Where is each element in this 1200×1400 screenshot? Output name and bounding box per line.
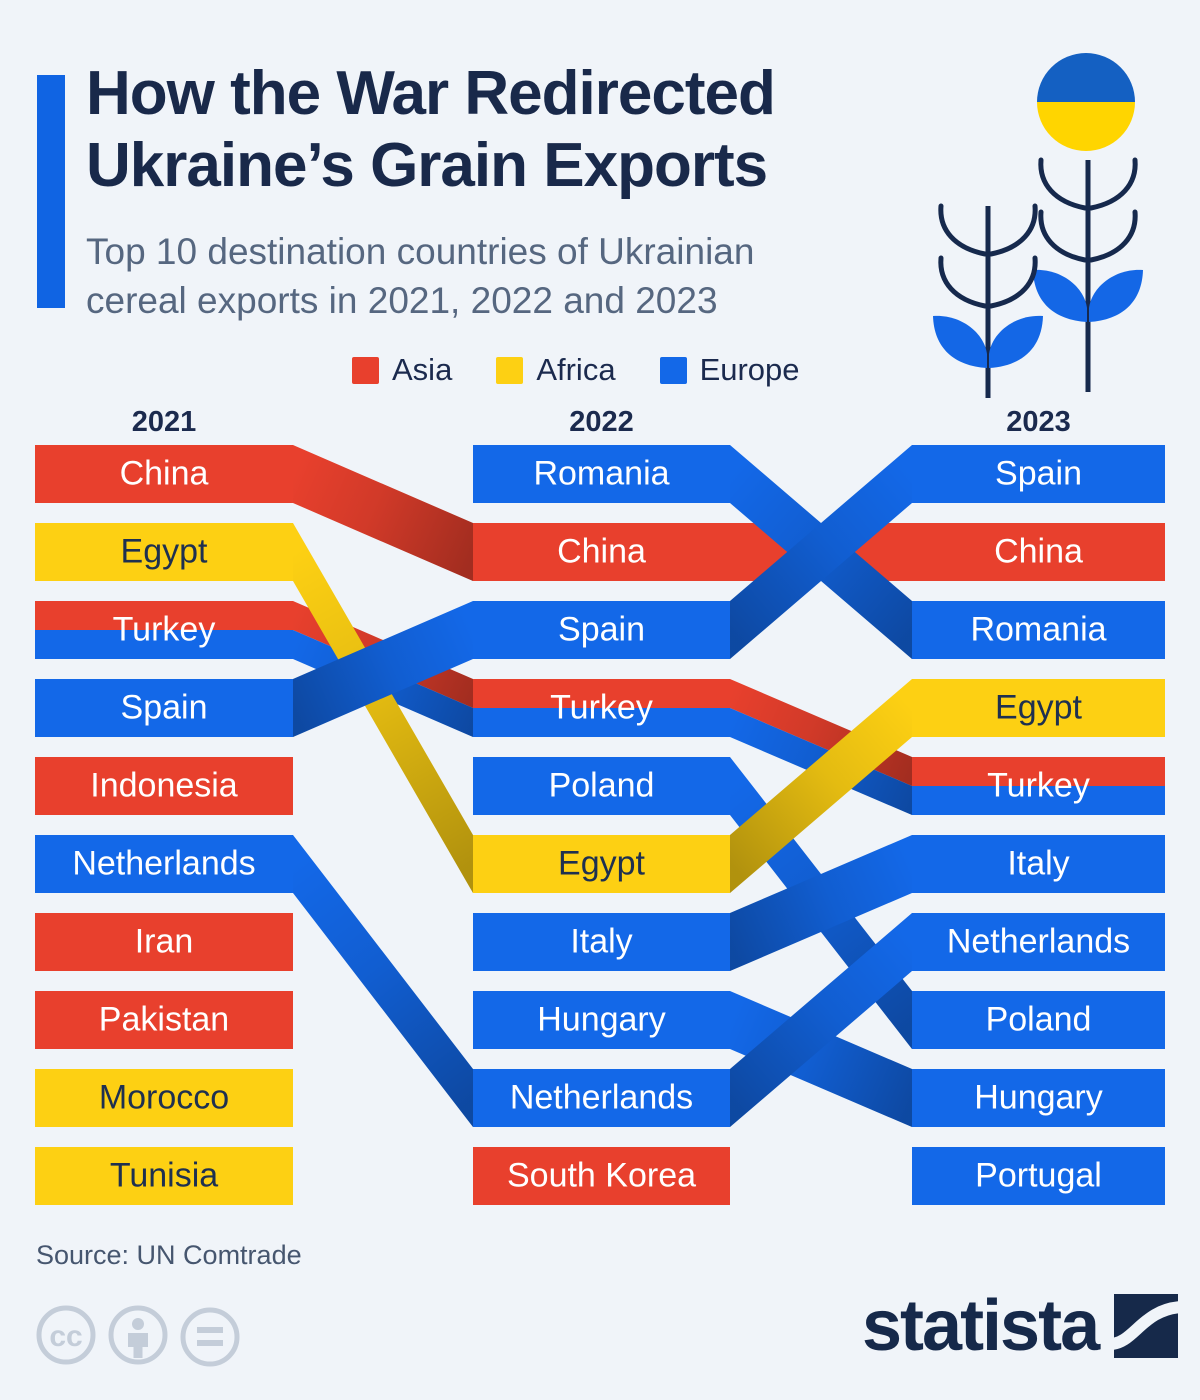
ribbon-Morocco (35, 1069, 293, 1127)
chart-legend: Asia Africa Europe (352, 352, 800, 388)
attribution-icon[interactable] (108, 1305, 168, 1365)
ribbon-shade (293, 445, 473, 581)
equals-icon[interactable] (180, 1307, 240, 1367)
ribbon-shade (730, 835, 912, 971)
subtitle-line-2: cereal exports in 2021, 2022 and 2023 (86, 279, 718, 321)
country-label-netherlands-2021: Netherlands (72, 844, 256, 883)
ribbon-South Korea (473, 1147, 730, 1205)
ribbon-Indonesia (35, 757, 293, 815)
country-label-indonesia-2021: Indonesia (90, 766, 238, 805)
page-subtitle: Top 10 destination countries of Ukrainia… (86, 228, 754, 326)
country-label-spain-2023: Spain (995, 454, 1082, 493)
country-label-portugal-2023: Portugal (975, 1156, 1102, 1195)
year-header-2022: 2022 (569, 406, 634, 438)
legend-swatch-africa (496, 356, 524, 384)
country-label-china-2022: China (557, 532, 646, 571)
statista-logo-mark (1114, 1294, 1179, 1358)
legend-item-asia: Asia (352, 352, 452, 388)
country-label-romania-2022: Romania (533, 454, 670, 493)
country-label-netherlands-2022: Netherlands (509, 1078, 694, 1117)
country-label-egypt-2023: Egypt (995, 688, 1082, 727)
ribbon-Turkey-asia (35, 601, 1165, 786)
country-label-egypt-2021: Egypt (120, 532, 208, 571)
country-label-romania-2023: Romania (970, 610, 1107, 649)
source-text: Source: UN Comtrade (36, 1240, 302, 1270)
country-label-hungary-2023: Hungary (974, 1078, 1103, 1117)
title-line-2: Ukraine’s Grain Exports (86, 130, 768, 200)
wheat-icon (933, 157, 1143, 398)
country-label-poland-2022: Poland (548, 766, 655, 805)
country-label-china-2023: China (994, 532, 1083, 571)
legend-label: Asia (392, 352, 453, 387)
country-label-turkey-2023: Turkey (987, 766, 1090, 805)
wheat-stalk-icon (933, 203, 1043, 398)
ribbon-shade (730, 913, 912, 1127)
legend-label: Europe (699, 352, 800, 387)
ribbon-shade (730, 991, 912, 1127)
title-line-1: How the War Redirected (86, 59, 776, 128)
year-header-2023: 2023 (1006, 406, 1071, 438)
title-accent-bar (37, 75, 65, 308)
country-label-morocco-2021: Morocco (98, 1078, 230, 1117)
year-header-2021: 2021 (131, 406, 197, 438)
country-label-iran-2021: Iran (134, 922, 194, 961)
ribbon-Pakistan (35, 991, 293, 1049)
ribbon-Tunisia (35, 1147, 293, 1205)
ribbon-Portugal (912, 1147, 1165, 1205)
cc-license-icon[interactable]: cc (36, 1305, 96, 1365)
country-label-turkey-2021: Turkey (112, 610, 216, 649)
ribbon-shade (293, 601, 473, 737)
subtitle-line-1: Top 10 destination countries of Ukrainia… (86, 231, 755, 272)
legend-item-europe: Europe (659, 352, 800, 388)
legend-item-africa: Africa (496, 352, 616, 388)
country-label-turkey-2022: Turkey (550, 688, 653, 727)
ribbon-Turkey-europe (35, 630, 1165, 815)
ukraine-flag-icon (1037, 53, 1135, 151)
legend-label: Africa (536, 352, 616, 387)
country-label-spain-2021: Spain (120, 688, 208, 727)
ukraine-flag-wheat-icon (933, 53, 1143, 398)
ribbon-shade (730, 679, 912, 893)
country-label-south-korea-2022: South Korea (506, 1156, 697, 1195)
country-label-pakistan-2021: Pakistan (98, 1000, 230, 1039)
wheat-stalk-icon (1033, 157, 1143, 392)
ribbon-shade (730, 445, 912, 659)
country-label-netherlands-2023: Netherlands (946, 922, 1131, 961)
country-label-italy-2022: Italy (570, 922, 633, 961)
country-label-egypt-2022: Egypt (558, 844, 645, 883)
ribbon-Iran (35, 913, 293, 971)
page-title: How the War Redirected Ukraine’s Grain E… (86, 58, 776, 202)
svg-text:cc: cc (49, 1320, 82, 1353)
legend-swatch-europe (659, 356, 687, 384)
country-label-spain-2022: Spain (558, 610, 645, 649)
statista-wordmark: statista (862, 1286, 1100, 1366)
statista-logo: statista (862, 1286, 1179, 1366)
country-label-tunisia-2021: Tunisia (109, 1156, 219, 1195)
country-label-hungary-2022: Hungary (537, 1000, 666, 1039)
ribbon-shade (293, 835, 473, 1127)
country-label-china-2021: China (119, 454, 209, 493)
country-label-poland-2023: Poland (985, 1000, 1092, 1039)
legend-swatch-asia (352, 356, 379, 384)
country-label-italy-2023: Italy (1007, 844, 1070, 883)
ribbon-shade (293, 523, 473, 893)
